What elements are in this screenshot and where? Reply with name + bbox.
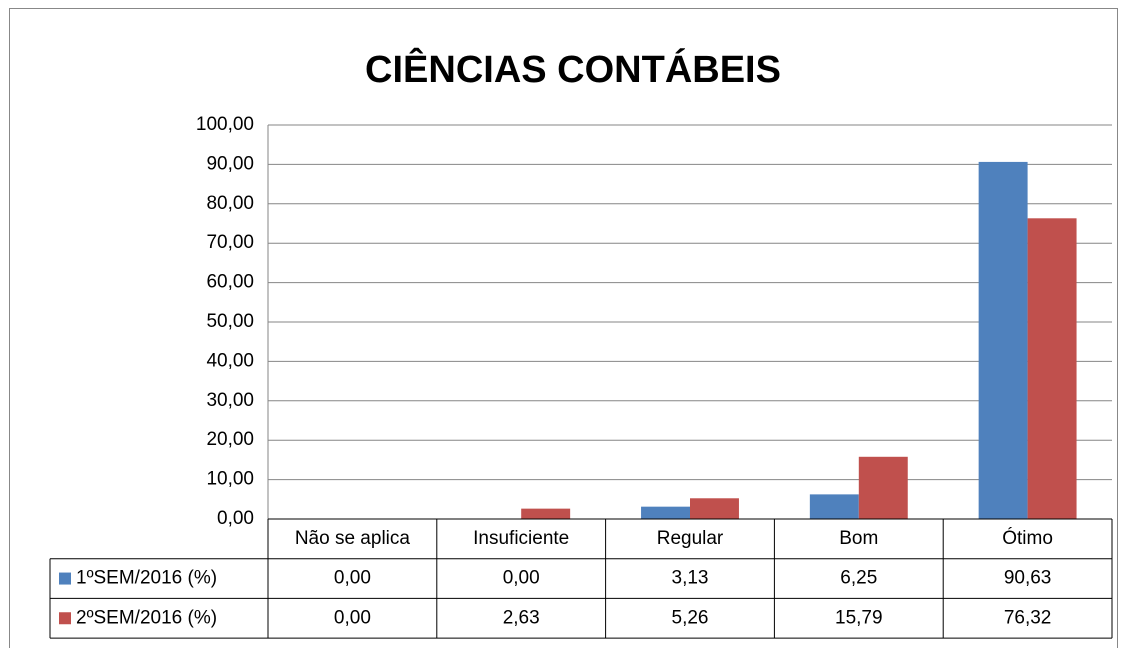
x-tick-label: Regular	[657, 528, 724, 549]
y-tick-label: 50,00	[206, 311, 254, 332]
table-value: 0,00	[334, 568, 371, 589]
table-value: 15,79	[835, 607, 883, 628]
bar	[858, 456, 908, 519]
y-tick-label: 90,00	[206, 153, 254, 174]
bar	[978, 161, 1028, 520]
x-tick-label: Insuficiente	[473, 528, 569, 549]
table-value: 0,00	[503, 568, 540, 589]
legend-label: 2ºSEM/2016 (%)	[76, 607, 217, 628]
y-tick-label: 40,00	[206, 350, 254, 371]
table-value: 76,32	[1004, 607, 1052, 628]
chart-title: CIÊNCIAS CONTÁBEIS	[365, 47, 781, 91]
bar	[1027, 218, 1077, 519]
table-value: 2,63	[503, 607, 540, 628]
x-tick-label: Bom	[839, 528, 878, 549]
x-tick-label: Não se aplica	[295, 528, 411, 549]
table-value: 0,00	[334, 607, 371, 628]
y-tick-label: 60,00	[206, 272, 254, 293]
table-value: 5,26	[672, 607, 709, 628]
y-tick-label: 30,00	[206, 390, 254, 411]
legend-label: 1ºSEM/2016 (%)	[76, 568, 217, 589]
y-tick-label: 70,00	[206, 232, 254, 253]
chart-border	[9, 8, 1118, 648]
bar	[690, 498, 739, 519]
y-tick-label: 0,00	[217, 508, 254, 529]
table-value: 90,63	[1004, 568, 1052, 589]
y-tick-label: 20,00	[206, 429, 254, 450]
table-value: 6,25	[840, 568, 877, 589]
table-value: 3,13	[672, 568, 709, 589]
y-tick-label: 80,00	[206, 193, 254, 214]
bar	[641, 506, 690, 519]
bar	[809, 494, 859, 519]
legend-key	[59, 612, 71, 625]
y-tick-label: 100,00	[196, 114, 254, 135]
legend-key	[59, 572, 71, 585]
y-tick-label: 10,00	[206, 469, 254, 490]
bar	[521, 508, 571, 519]
x-tick-label: Ótimo	[1002, 527, 1053, 549]
